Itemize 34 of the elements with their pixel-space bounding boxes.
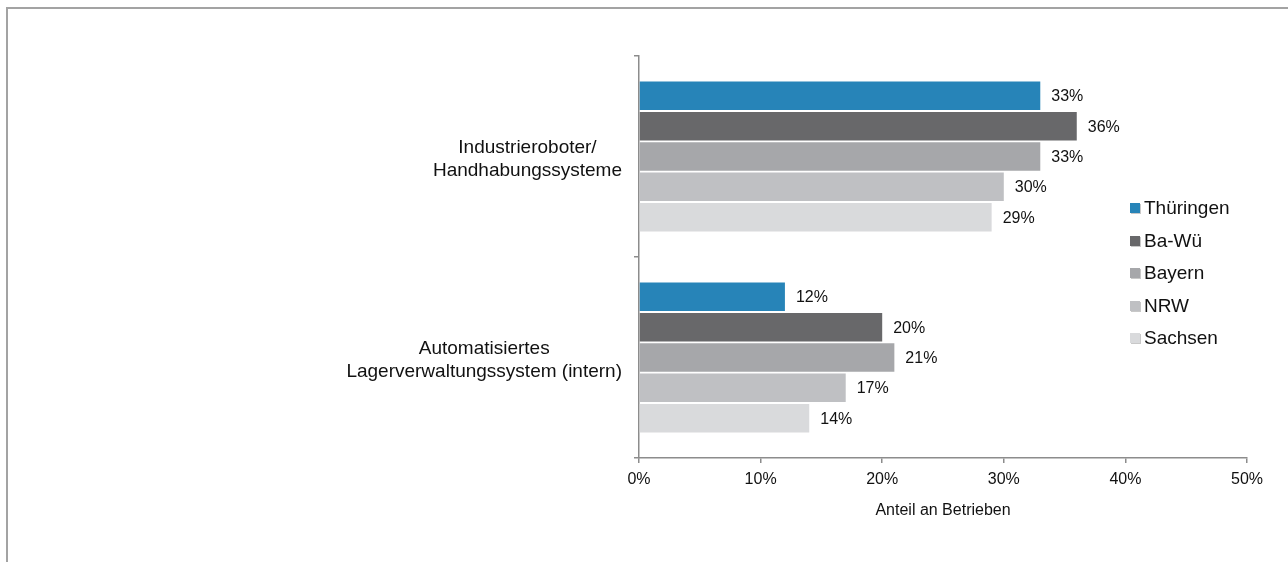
bar	[639, 312, 883, 342]
bar	[639, 81, 1041, 111]
y-tick-label: Automatisiertes Lagerverwaltungssystem (intern)	[346, 337, 623, 382]
data-label: 29%	[1002, 208, 1035, 226]
bar	[639, 142, 1041, 171]
bar	[639, 282, 785, 312]
bar	[639, 343, 895, 372]
data-label: 14%	[820, 409, 853, 427]
x-tick-label: 50%	[1230, 470, 1264, 488]
data-label: 33%	[1051, 87, 1084, 105]
legend-label: Ba-Wü	[1144, 229, 1203, 252]
bar	[639, 172, 1004, 202]
legend-label: Bayern	[1144, 262, 1205, 285]
data-label: 36%	[1087, 117, 1120, 135]
bar	[639, 111, 1077, 141]
x-tick-label: 10%	[744, 470, 777, 488]
legend-label: Sachsen	[1144, 327, 1218, 350]
data-label: 12%	[795, 288, 828, 306]
x-tick-label: 40%	[1109, 470, 1142, 488]
bar	[639, 373, 846, 403]
data-label: 20%	[893, 318, 926, 336]
x-tick-label: 20%	[866, 470, 899, 488]
legend-label: Thüringen	[1144, 197, 1230, 220]
legend-label: NRW	[1144, 294, 1190, 317]
data-label: 21%	[905, 348, 938, 366]
bar	[639, 403, 810, 433]
data-label: 33%	[1051, 147, 1084, 165]
x-axis-title: Anteil an Betrieben	[875, 500, 1011, 518]
data-label: 17%	[856, 379, 889, 397]
y-tick-label: Industrieroboter/ Handhabungssysteme	[432, 136, 623, 181]
bar	[639, 202, 992, 232]
x-tick-label: 0%	[627, 470, 651, 488]
data-label: 30%	[1014, 178, 1047, 196]
x-tick-label: 30%	[987, 470, 1020, 488]
